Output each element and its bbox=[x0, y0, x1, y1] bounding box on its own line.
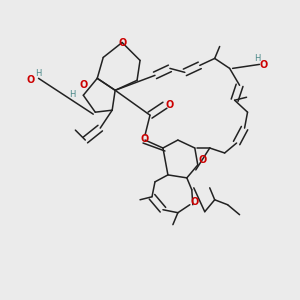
Text: O: O bbox=[26, 75, 35, 85]
Text: H: H bbox=[254, 54, 261, 63]
Text: H: H bbox=[35, 69, 42, 78]
Text: O: O bbox=[259, 60, 268, 70]
Text: O: O bbox=[199, 155, 207, 165]
Text: O: O bbox=[166, 100, 174, 110]
Text: O: O bbox=[191, 197, 199, 207]
Text: H: H bbox=[69, 90, 76, 99]
Text: O: O bbox=[118, 38, 126, 47]
Text: O: O bbox=[141, 134, 149, 144]
Text: O: O bbox=[79, 80, 87, 90]
